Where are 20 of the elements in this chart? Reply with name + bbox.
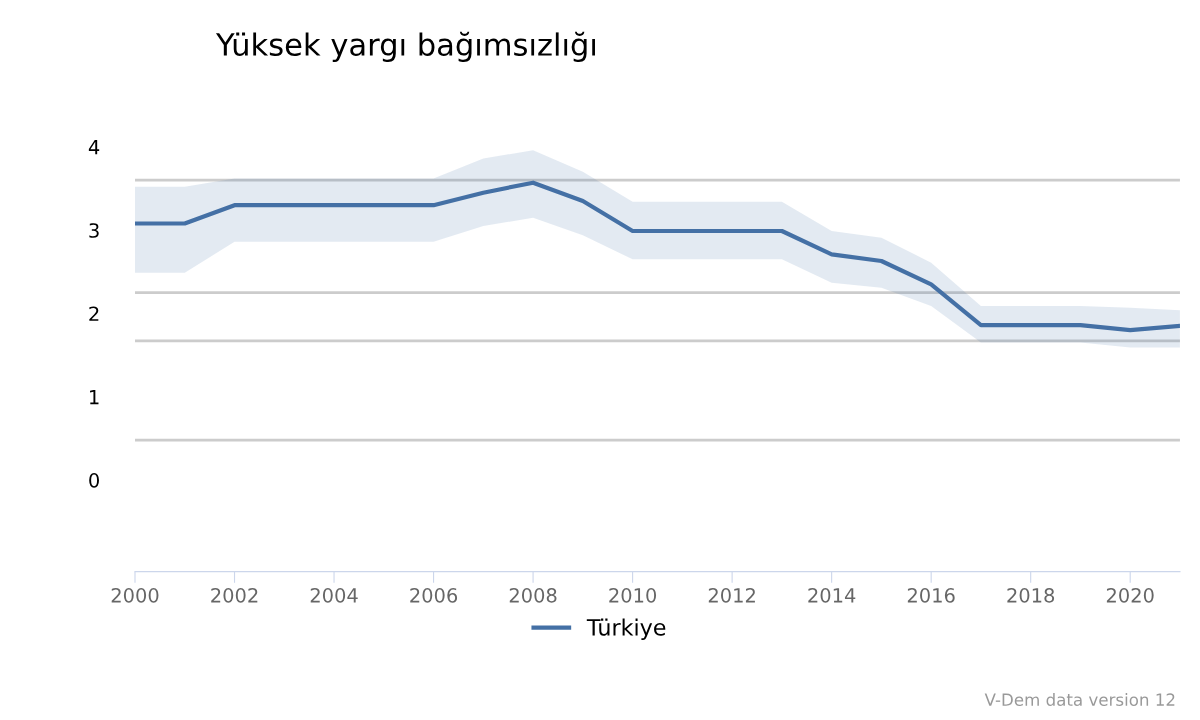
y-tick-label: 2 bbox=[89, 306, 99, 321]
y-tick-label: 0 bbox=[89, 473, 99, 488]
x-tick-label: 2010 bbox=[609, 588, 657, 603]
y-tick-label: 1 bbox=[90, 389, 99, 405]
x-tick-label: 2004 bbox=[310, 588, 358, 603]
x-tick-label: 2020 bbox=[1106, 588, 1154, 603]
x-tick-label: 2002 bbox=[211, 588, 258, 603]
x-tick-label: 2000 bbox=[111, 588, 159, 603]
line-series bbox=[135, 180, 1180, 333]
x-tick-label: 2016 bbox=[907, 588, 955, 603]
x-tick-label: 2012 bbox=[708, 588, 755, 603]
chart-title: Yüksek yargı bağımsızlığı bbox=[215, 31, 595, 62]
legend-label: Türkiye bbox=[586, 618, 666, 640]
x-tick-label: 2006 bbox=[410, 588, 458, 603]
x-tick-label: 2014 bbox=[808, 588, 856, 603]
y-tick-label: 4 bbox=[88, 140, 100, 155]
x-tick-label: 2008 bbox=[509, 588, 557, 603]
text: V-Dem data version 12 bbox=[984, 693, 1175, 706]
y-tick-label: 3 bbox=[89, 223, 99, 238]
x-tick-label: 2018 bbox=[1007, 588, 1055, 603]
